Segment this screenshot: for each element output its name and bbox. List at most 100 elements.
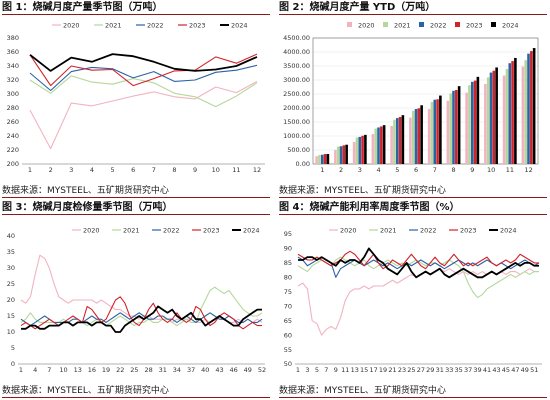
x-tick-label: 19 — [102, 366, 110, 374]
series-line-2022 — [29, 64, 258, 92]
bar — [492, 70, 496, 164]
bar — [530, 51, 533, 164]
bar — [524, 60, 527, 165]
bar — [439, 95, 442, 164]
legend-label: 2020 — [63, 21, 80, 29]
bar — [355, 137, 359, 164]
y-tick-label: 200 — [7, 160, 19, 168]
panel-production-ytd: 图 2：烧碱月度产量 YTD（万吨） 0.00 500.00 1000.00 1500… — [277, 0, 550, 200]
y-tick-label: 500.00 — [287, 146, 310, 154]
y-tick-label: 300 — [7, 90, 19, 98]
x-tick-label: 46 — [230, 366, 238, 374]
series-line-2024 — [298, 247, 539, 279]
x-tick-label: 6 — [414, 166, 418, 174]
bar — [393, 119, 396, 164]
bar — [527, 53, 530, 164]
y-tick-label: 2000.00 — [283, 104, 310, 112]
y-tick-label: 80 — [284, 274, 292, 282]
series-line-2022 — [297, 256, 540, 278]
y-tick-label: 20 — [7, 296, 15, 304]
x-tick-label: 11 — [232, 166, 240, 174]
x-tick-label: 1 — [28, 166, 32, 174]
y-tick-label: 340 — [7, 62, 19, 70]
x-tick-label: 7 — [152, 166, 156, 174]
x-tick-label: 10 — [212, 166, 220, 174]
bar — [489, 72, 493, 164]
panel-capacity-utilization: 图 4：烧碱产能利用率周度季节图（%） 50 55 60 65 70 75 80 85 90 95… — [277, 200, 550, 400]
y-tick-label: 50 — [284, 360, 292, 368]
x-tick-label: 2 — [339, 166, 343, 174]
y-tick-label: 380 — [7, 34, 19, 42]
bar — [315, 156, 318, 164]
y-tick-label: 1000.00 — [283, 132, 310, 140]
y-tick-label: 2500.00 — [283, 90, 310, 98]
x-tick-label: 28 — [144, 366, 152, 374]
x-tick-label: 29 — [426, 366, 434, 374]
x-tick-label: 9 — [334, 366, 338, 374]
x-tick-label: 17 — [369, 366, 377, 374]
chart-title: 图 3：烧碱月度检修量季节图（万吨） — [2, 201, 270, 215]
x-tick-label: 52 — [258, 366, 266, 374]
legend-label: 2022 — [420, 226, 437, 234]
y-tick-label: 85 — [284, 259, 292, 267]
x-tick-label: 7 — [47, 366, 51, 374]
series-line-2024 — [29, 53, 258, 72]
legend-label: 2021 — [394, 21, 411, 29]
legend-label: 2022 — [163, 226, 180, 234]
y-tick-label: 35 — [7, 248, 15, 256]
x-tick-label: 7 — [433, 166, 437, 174]
y-tick-label: 4500.00 — [283, 34, 310, 42]
bar — [427, 109, 431, 164]
x-tick-label: 3 — [69, 166, 73, 174]
chart-title: 图 4：烧碱产能利用率周度季节图（%） — [279, 201, 547, 215]
bar — [382, 125, 386, 164]
bar — [449, 93, 452, 164]
panel-maintenance-seasonal: 图 3：烧碱月度检修量季节图（万吨） 0 5 10 15 20 25 30 35 40 1 4 7 10… — [0, 200, 273, 400]
x-tick-label: 1 — [19, 366, 23, 374]
legend-swatch — [491, 22, 496, 27]
y-tick-label: 15 — [7, 312, 15, 320]
bar — [361, 135, 364, 164]
bar — [352, 141, 356, 164]
bar — [484, 83, 487, 164]
x-tick-label: 39 — [473, 366, 481, 374]
y-tick-label: 70 — [284, 302, 292, 310]
x-tick-label: 47 — [511, 366, 519, 374]
x-tick-label: 4 — [90, 166, 94, 174]
y-tick-label: 65 — [284, 317, 292, 325]
bar — [380, 126, 383, 164]
x-tick-label: 34 — [173, 366, 181, 374]
bar — [326, 154, 330, 164]
bar — [377, 127, 380, 164]
legend-swatch — [347, 22, 352, 27]
bar — [476, 76, 480, 164]
x-tick-label: 5 — [315, 366, 319, 374]
bar — [430, 101, 434, 164]
bar — [473, 80, 477, 164]
y-tick-label: 220 — [7, 146, 19, 154]
legend-label: 2020 — [340, 226, 357, 234]
chart-title: 图 1：烧碱月度产量季节图（万吨） — [2, 1, 270, 15]
x-tick-label: 11 — [506, 166, 514, 174]
y-tick-label: 4000.00 — [283, 48, 310, 56]
legend-label: 2022 — [430, 21, 447, 29]
series-line-2024 — [21, 305, 262, 333]
bar — [420, 105, 423, 164]
y-tick-label: 55 — [284, 346, 292, 354]
series-line-2022 — [20, 312, 263, 327]
bar — [358, 136, 362, 164]
bar — [468, 85, 471, 164]
x-tick-label: 9 — [470, 166, 474, 174]
bar — [455, 89, 458, 164]
x-tick-label: 43 — [492, 366, 500, 374]
y-tick-label: 280 — [7, 104, 19, 112]
x-tick-label: 25 — [130, 366, 138, 374]
x-tick-label: 6 — [131, 166, 135, 174]
y-tick-label: 260 — [7, 118, 19, 126]
x-tick-label: 3 — [358, 166, 362, 174]
x-tick-label: 13 — [351, 366, 359, 374]
bar — [334, 150, 337, 164]
data-source: 数据来源：MYSTEEL、五矿期货研究中心 — [2, 185, 270, 198]
plot-frame — [312, 37, 539, 165]
